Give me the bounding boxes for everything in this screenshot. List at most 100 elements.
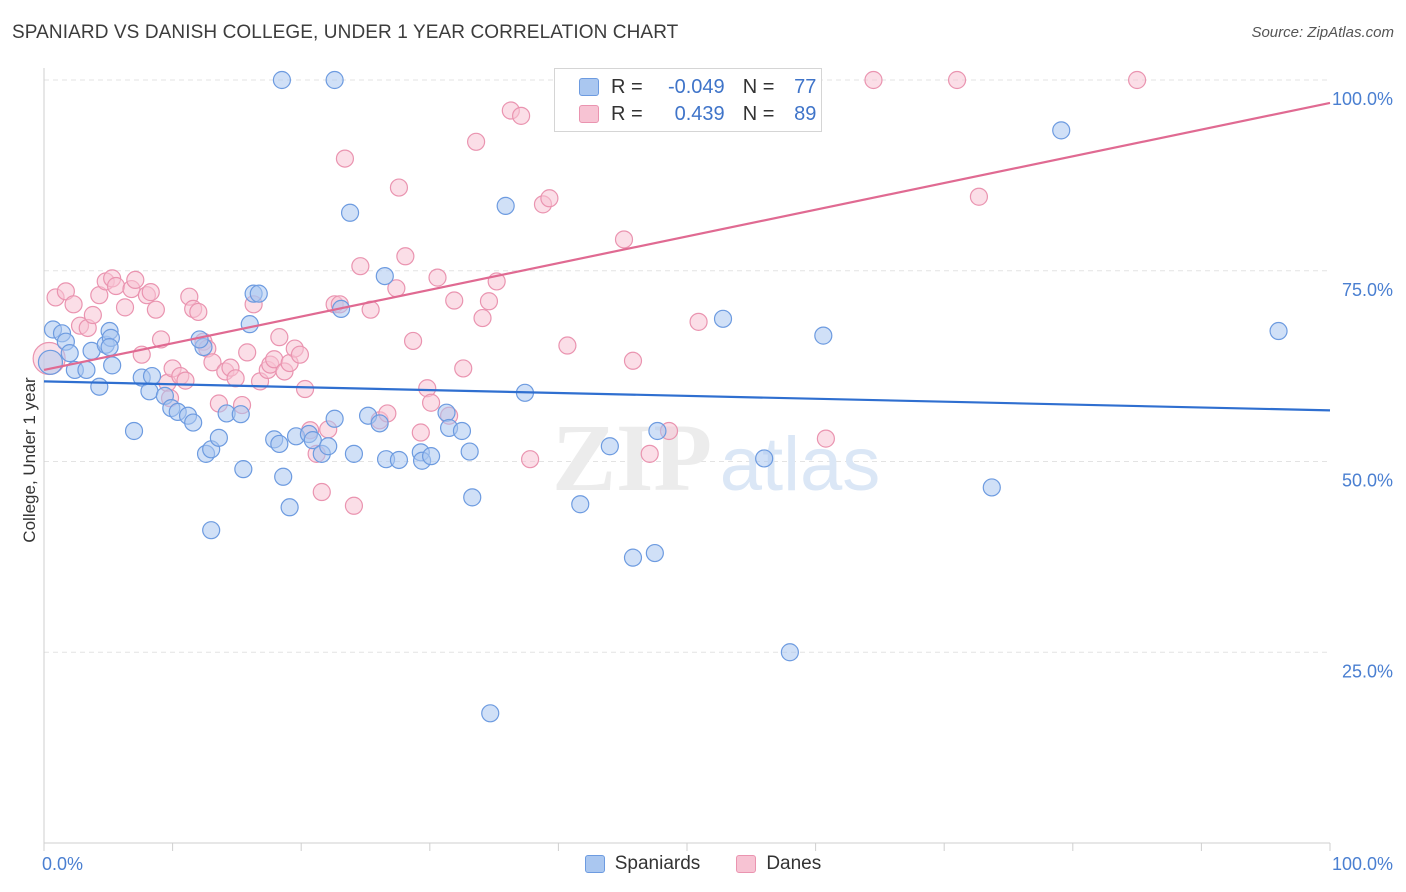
spaniards-point-75: [325, 70, 344, 90]
legend-row-spaniards: R = -0.049 N = 77: [579, 73, 816, 101]
spaniards-point-72: [1052, 121, 1071, 140]
danes-points: [32, 70, 1147, 515]
spaniards-point-cluster: [37, 349, 64, 375]
series-name-danes: Danes: [766, 853, 822, 874]
spaniards-point-45: [340, 203, 360, 222]
spaniards-point-43: [325, 409, 344, 428]
danes-point-9: [106, 276, 126, 296]
spaniards-point-70: [814, 326, 833, 345]
danes-point-34: [238, 343, 257, 362]
spaniards-point-59: [481, 704, 500, 723]
danes-point-78: [558, 336, 577, 355]
y-tick-label-75: 75.0%: [1342, 280, 1393, 300]
spaniards-point-63: [600, 437, 619, 456]
spaniards-point-40: [303, 431, 322, 450]
danes-point-64: [421, 393, 441, 412]
series-legend-spaniards[interactable]: Spaniards: [584, 853, 700, 875]
watermark: ZIP atlas: [552, 404, 880, 511]
legend-n-value: 77: [794, 75, 817, 98]
danes-point-88: [864, 70, 883, 90]
legend-r-label: R =: [611, 75, 643, 98]
y-tick-label-25: 25.0%: [1342, 661, 1393, 681]
danes-point-59: [389, 178, 409, 197]
spaniards-point-71: [982, 478, 1001, 497]
danes-point-80: [623, 351, 643, 370]
danes-point-12: [126, 270, 145, 290]
danes-point-22: [176, 371, 195, 390]
danes-point-79: [614, 230, 634, 249]
spaniards-point-36: [274, 467, 293, 486]
spaniards-point-16: [142, 366, 162, 386]
legend-row-danes: R = 0.439 N = 89: [579, 100, 816, 128]
spaniards-point-74: [272, 70, 292, 90]
danes-point-70: [473, 308, 492, 328]
y-tick-label-50: 50.0%: [1342, 471, 1393, 491]
series-legend-danes[interactable]: Danes: [736, 853, 821, 875]
danes-point-25: [189, 302, 208, 322]
danes-point-84: [816, 429, 835, 448]
spaniards-point-42: [319, 437, 338, 456]
danes-point-5: [83, 305, 102, 325]
spaniards-point-73: [1269, 321, 1288, 341]
series-swatch-spaniards: [584, 855, 605, 873]
spaniards-point-58: [463, 488, 482, 507]
legend-r-label: R =: [611, 102, 643, 125]
source-label: Source: ZipAtlas.com: [1251, 24, 1394, 41]
spaniards-point-62: [571, 495, 590, 514]
spaniards-point-5: [77, 360, 96, 380]
danes-point-45: [295, 379, 315, 399]
spaniards-point-54: [437, 403, 456, 422]
spaniards-point-60: [496, 196, 515, 215]
spaniards-point-67: [713, 309, 733, 328]
spaniards-point-56: [452, 421, 472, 441]
spaniards-point-66: [648, 421, 667, 441]
spaniards-point-27: [202, 521, 221, 540]
spaniards-point-37: [280, 498, 299, 517]
danes-point-68: [454, 359, 473, 378]
legend-n-label: N =: [742, 75, 775, 98]
danes-point-77: [540, 189, 559, 208]
danes-point-83: [689, 312, 708, 331]
spaniards-point-76: [370, 414, 389, 433]
spaniards-trend-line: [43, 380, 1331, 412]
spaniards-points: [37, 70, 1288, 723]
danes-point-16: [146, 300, 165, 319]
correlation-legend: R = -0.049 N = 77 R = 0.439 N = 89: [554, 68, 822, 132]
danes-point-86: [1127, 70, 1147, 90]
danes-point-87: [947, 70, 967, 90]
spaniards-point-26: [209, 428, 228, 447]
danes-point-67: [445, 291, 464, 310]
legend-r-value: 0.439: [674, 102, 725, 125]
danes-point-81: [640, 444, 659, 463]
spaniards-point-13: [124, 421, 144, 441]
tick-labels: 25.0% 50.0% 75.0% 100.0% 0.0% 100.0%: [42, 89, 1393, 874]
spaniards-point-64: [623, 548, 643, 567]
danes-point-28: [203, 353, 222, 372]
spaniards-point-31: [240, 315, 259, 334]
danes-point-85: [969, 187, 989, 206]
legend-swatch-spaniards: [579, 78, 599, 96]
x-tick-label-min: 0.0%: [42, 854, 83, 874]
spaniards-point-35: [270, 434, 289, 454]
danes-point-62: [411, 423, 430, 442]
legend-r-value: -0.049: [667, 75, 725, 98]
axes: [43, 68, 1331, 851]
danes-point-61: [403, 331, 423, 351]
spaniards-point-46: [344, 444, 364, 463]
danes-point-44: [290, 345, 310, 364]
spaniards-point-29: [231, 405, 250, 424]
legend-swatch-danes: [579, 105, 599, 123]
spaniards-point-69: [780, 643, 799, 662]
trend-lines: [43, 101, 1331, 412]
spaniards-point-15: [140, 382, 159, 401]
danes-point-2: [64, 295, 83, 314]
danes-point-32: [226, 369, 245, 388]
danes-point-74: [512, 106, 531, 125]
danes-point-48: [312, 482, 331, 502]
spaniards-point-68: [755, 449, 774, 468]
series-swatch-danes: [736, 855, 757, 873]
danes-point-40: [270, 328, 289, 347]
spaniards-point-11: [100, 337, 119, 357]
spaniards-point-12: [103, 356, 122, 375]
